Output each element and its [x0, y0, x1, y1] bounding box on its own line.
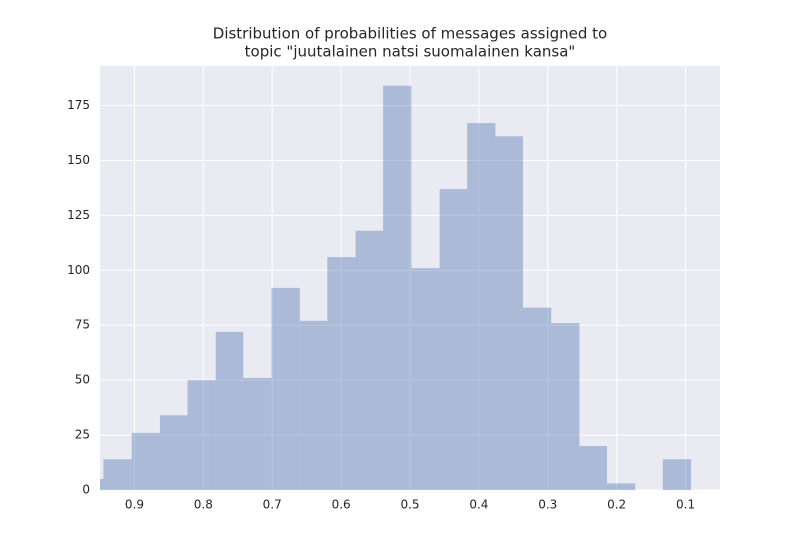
y-tick-label: 150	[67, 153, 90, 167]
bar	[243, 377, 272, 490]
x-tick-label: 0.1	[676, 498, 695, 512]
bar	[100, 479, 104, 490]
bar	[662, 459, 692, 490]
y-tick-label: 175	[67, 98, 90, 112]
chart-title: topic "juutalainen natsi suomalainen kan…	[245, 43, 576, 61]
y-tick-label: 75	[75, 318, 90, 332]
y-tick-label: 0	[82, 483, 90, 497]
x-tick-label: 0.4	[469, 498, 488, 512]
x-tick-label: 0.8	[194, 498, 213, 512]
bar	[522, 307, 552, 490]
bar	[103, 459, 132, 490]
bar	[215, 331, 244, 490]
bar	[271, 287, 300, 490]
x-tick-label: 0.5	[400, 498, 419, 512]
bar	[355, 230, 384, 490]
bar	[439, 189, 468, 490]
grid	[100, 66, 720, 491]
y-tick-label: 50	[75, 373, 90, 387]
bar	[327, 257, 356, 490]
y-tick-label: 125	[67, 208, 90, 222]
x-tick-label: 0.3	[538, 498, 557, 512]
chart-title: Distribution of probabilities of message…	[213, 25, 607, 43]
y-tick-label: 25	[75, 428, 90, 442]
bar	[579, 446, 608, 490]
bar	[187, 380, 216, 490]
bar	[383, 85, 412, 490]
bar	[607, 483, 636, 490]
y-tick-label: 100	[67, 263, 90, 277]
bar	[467, 123, 496, 490]
bars	[100, 85, 692, 490]
x-tick-label: 0.7	[263, 498, 282, 512]
bar	[411, 268, 440, 490]
x-tick-label: 0.9	[125, 498, 144, 512]
x-tick-label: 0.2	[607, 498, 626, 512]
bar	[159, 415, 188, 490]
bar	[551, 323, 580, 490]
bar	[131, 432, 160, 490]
x-tick-label: 0.6	[332, 498, 351, 512]
bar	[299, 320, 328, 490]
bar	[495, 136, 523, 490]
